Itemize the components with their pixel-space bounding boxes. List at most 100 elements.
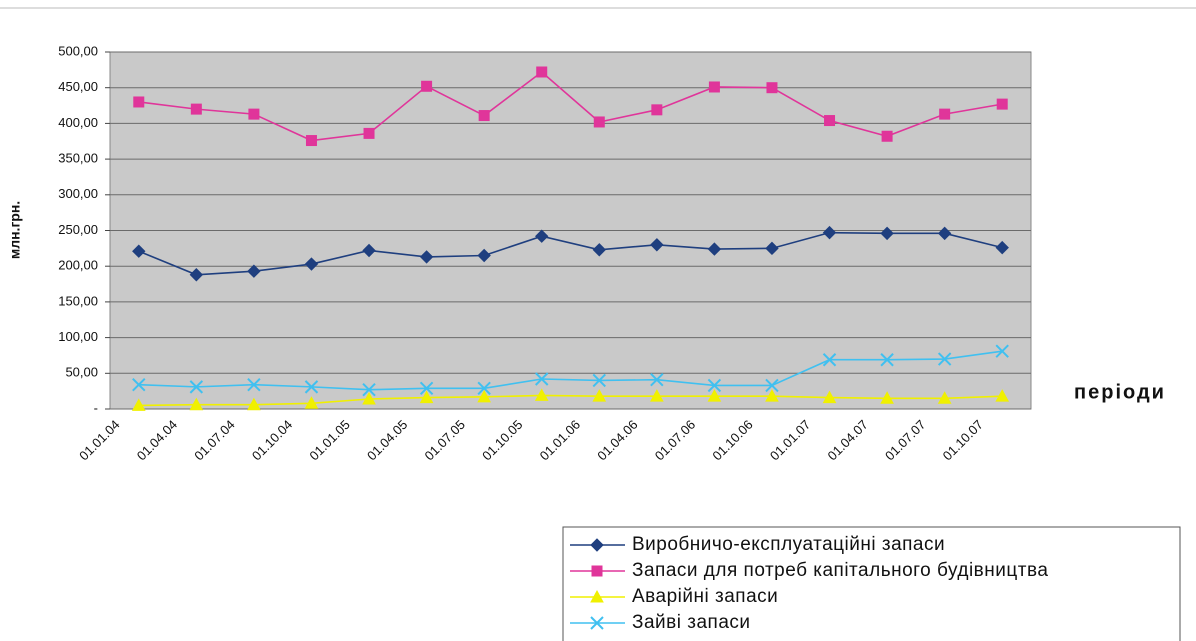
y-tick-label: 400,00	[58, 115, 98, 130]
point	[190, 103, 202, 115]
legend	[562, 526, 1181, 641]
point	[592, 243, 606, 257]
x-tick-label: 01.04.05	[364, 417, 410, 463]
y-tick-label: 100,00	[58, 329, 98, 344]
point	[822, 225, 837, 240]
x-tick-label: 01.07.05	[422, 417, 468, 463]
point	[824, 115, 836, 127]
point	[592, 389, 607, 402]
x-tick-label: 01.10.05	[479, 417, 525, 463]
point	[937, 391, 952, 404]
point	[131, 398, 146, 411]
legend-label: Зайві запаси	[632, 612, 751, 633]
point	[937, 226, 952, 241]
y-axis-label: млн.грн.	[7, 201, 23, 259]
x-tick-label: 01.07.06	[652, 417, 698, 463]
point	[996, 98, 1008, 110]
point	[362, 243, 376, 258]
point	[534, 388, 549, 401]
point	[189, 268, 204, 282]
point	[880, 226, 894, 241]
y-tick-label: 250,00	[58, 222, 98, 237]
y-tick-label: 300,00	[58, 186, 98, 201]
legend-label: Запаси для потреб капітального будівницт…	[632, 560, 1048, 581]
point	[132, 244, 146, 258]
point	[247, 264, 261, 278]
x-tick-label: 01.04.07	[824, 417, 870, 463]
x-tick-label: 01.10.06	[709, 417, 755, 463]
y-tick-label: 450,00	[58, 79, 98, 94]
point	[707, 389, 722, 402]
point	[880, 391, 894, 404]
x-tick-label: 01.01.06	[537, 417, 583, 463]
point	[535, 229, 549, 243]
point	[477, 248, 491, 263]
point	[132, 378, 146, 392]
point	[765, 389, 779, 402]
point	[822, 390, 837, 404]
point	[419, 250, 434, 264]
point	[995, 240, 1009, 255]
point	[189, 380, 204, 394]
point	[536, 66, 548, 78]
series-line	[138, 70, 1003, 142]
point	[477, 381, 491, 396]
legend-marker	[590, 616, 604, 630]
series-line	[138, 231, 1003, 276]
point	[362, 383, 376, 397]
x-tick-label: 01.01.04	[76, 417, 122, 463]
point	[305, 135, 317, 147]
point	[304, 257, 319, 271]
x-tick-label: 01.07.04	[191, 417, 237, 463]
point	[707, 242, 722, 256]
y-tick-label: 350,00	[58, 151, 98, 166]
point	[247, 378, 261, 392]
point	[707, 378, 722, 393]
y-tick-label: 50,00	[65, 365, 98, 380]
legend-label: Аварійні запаси	[632, 586, 778, 607]
point	[421, 80, 433, 92]
point	[477, 389, 491, 403]
point	[651, 104, 663, 116]
point	[593, 116, 605, 128]
point	[939, 108, 951, 120]
point	[189, 397, 204, 411]
point	[248, 108, 260, 120]
point	[766, 82, 778, 94]
point	[592, 373, 606, 388]
point	[362, 391, 376, 405]
y-tick-label: -	[94, 400, 98, 415]
legend-marker	[590, 589, 604, 603]
point	[765, 378, 779, 393]
point	[995, 389, 1010, 402]
x-tick-label: 01.04.06	[594, 417, 640, 463]
point	[133, 96, 145, 108]
point	[304, 396, 319, 409]
point	[419, 381, 434, 396]
y-tick-label: 500,00	[58, 43, 98, 58]
y-tick-label: 150,00	[58, 293, 98, 308]
point	[650, 373, 664, 387]
x-tick-label: 01.04.04	[134, 417, 180, 463]
point	[765, 241, 779, 256]
x-axis-label: періоди	[1074, 381, 1166, 403]
x-tick-label: 01.01.07	[767, 417, 813, 463]
series-line	[138, 350, 1003, 391]
point	[535, 372, 549, 386]
point	[708, 81, 720, 93]
point	[478, 110, 490, 122]
x-tick-label: 01.07.07	[882, 417, 928, 463]
y-tick-label: 200,00	[58, 258, 98, 273]
point	[304, 380, 319, 394]
point	[650, 389, 664, 402]
point	[247, 397, 261, 411]
legend-marker	[591, 565, 603, 577]
point	[363, 127, 375, 139]
legend-marker	[590, 538, 604, 552]
x-tick-label: 01.01.05	[306, 417, 352, 463]
point	[937, 352, 952, 366]
point	[995, 344, 1009, 358]
point	[419, 390, 434, 404]
